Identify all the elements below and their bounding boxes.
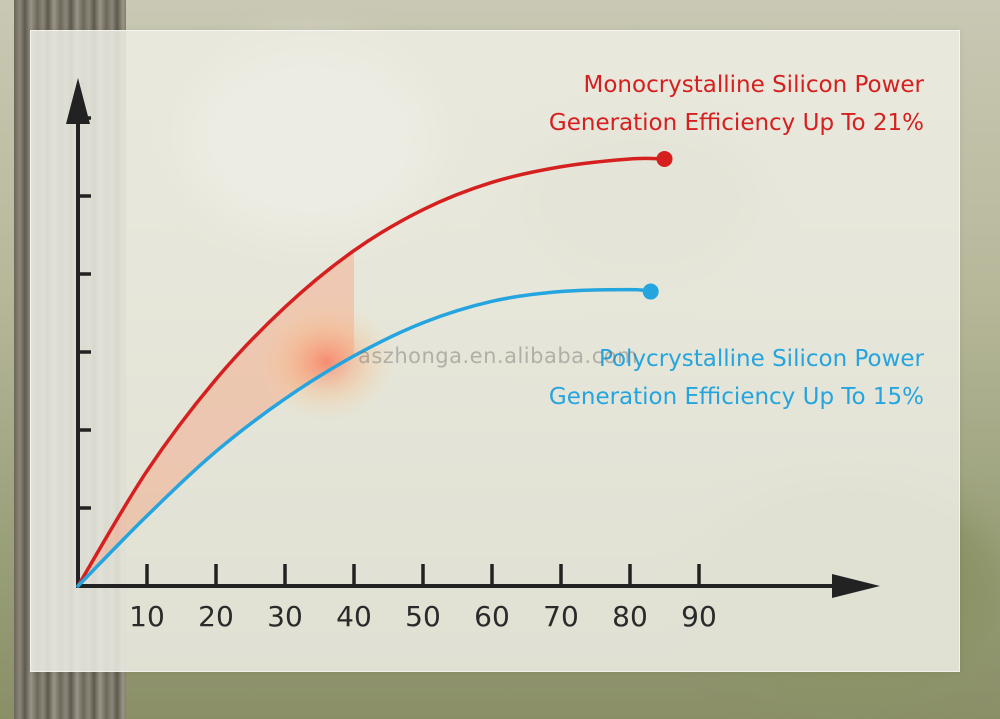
x-tick-label: 20 — [198, 600, 234, 633]
x-axis-arrow — [832, 574, 880, 598]
watermark-text: aszhonga.en.alibaba.com — [358, 344, 639, 368]
x-tick-label: 10 — [129, 600, 165, 633]
x-tick-label: 80 — [612, 600, 648, 633]
frosted-chart-panel — [30, 30, 960, 672]
chart-series — [76, 150, 673, 588]
legend-poly-line-1: Polycrystalline Silicon Power — [598, 346, 924, 372]
x-tick-label: 70 — [543, 600, 579, 633]
y-axis-arrow — [66, 78, 90, 124]
chart-ticks: 10 20 30 40 50 60 70 80 90 — [78, 116, 717, 633]
series-line-mono — [76, 156, 667, 588]
x-tick-label: 30 — [267, 600, 303, 633]
series-line-poly — [76, 287, 653, 588]
legend-label-monocrystalline: Monocrystalline Silicon Power Generation… — [549, 66, 924, 142]
x-tick-label: 40 — [336, 600, 372, 633]
curve-glow-hotspot — [256, 301, 397, 422]
legend-mono-line-1: Monocrystalline Silicon Power — [583, 72, 925, 98]
legend-poly-line-2: Generation Efficiency Up To 15% — [548, 384, 924, 410]
x-tick-label: 50 — [405, 600, 441, 633]
series-end-point-poly — [642, 283, 659, 300]
chart-axes — [66, 78, 880, 598]
curve-glow — [78, 250, 397, 586]
legend-label-polycrystalline: Polycrystalline Silicon Power Generation… — [549, 340, 924, 416]
x-tick-label: 60 — [474, 600, 510, 633]
series-end-point-mono — [656, 150, 673, 167]
x-tick-label: 90 — [681, 600, 717, 633]
legend-mono-line-2: Generation Efficiency Up To 21% — [548, 110, 924, 136]
